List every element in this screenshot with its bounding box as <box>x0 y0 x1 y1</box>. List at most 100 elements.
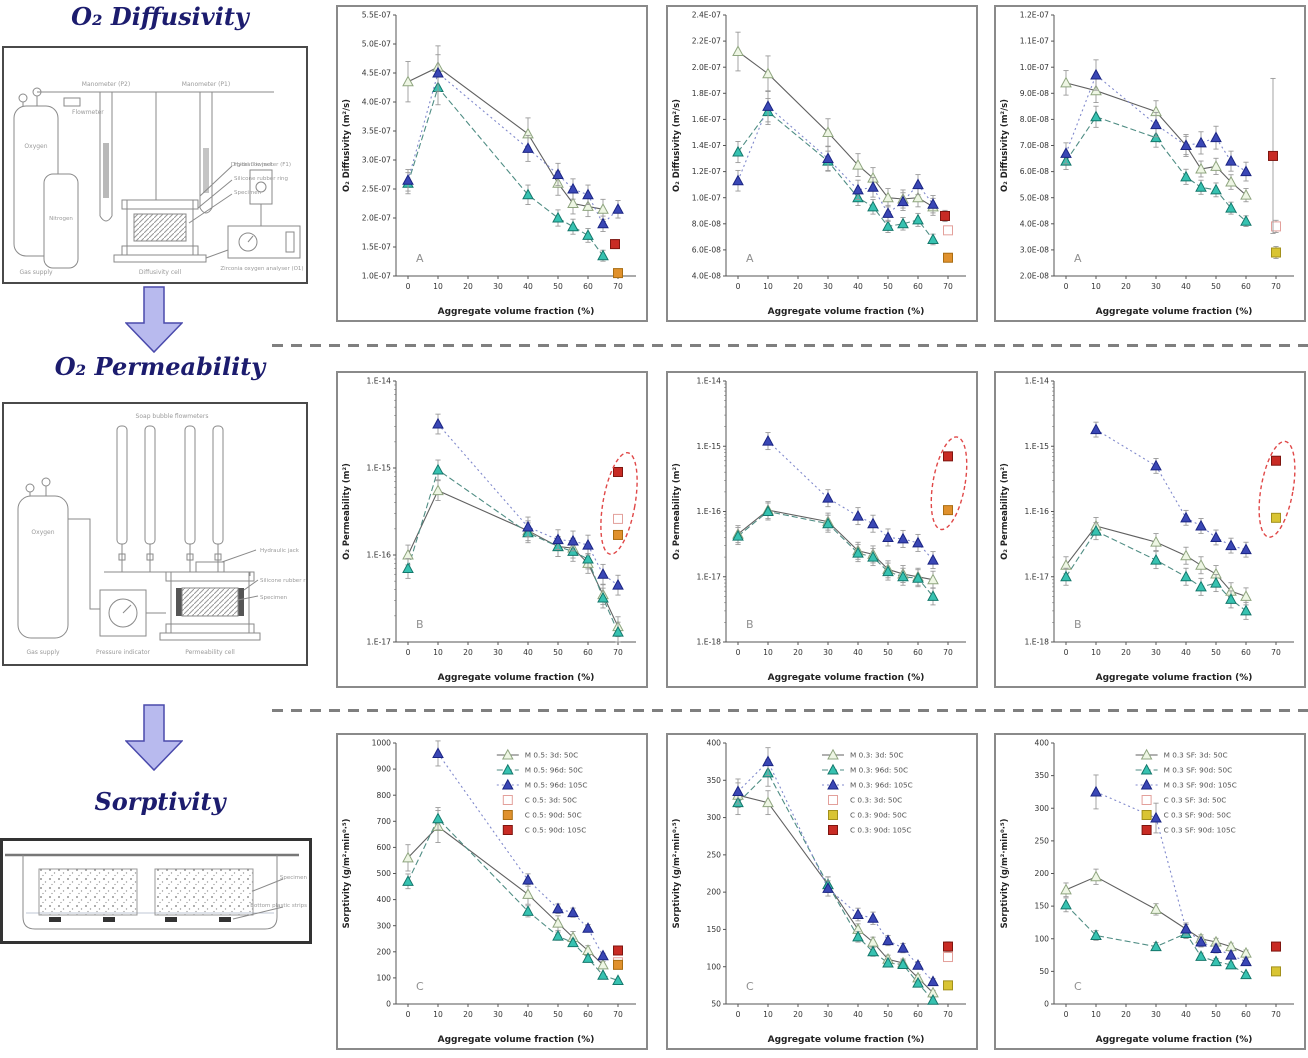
series-line-2 <box>1065 74 1247 173</box>
svg-text:70: 70 <box>1271 1010 1281 1019</box>
svg-text:0: 0 <box>736 1010 741 1019</box>
svg-text:1.2E-07: 1.2E-07 <box>1020 11 1049 20</box>
series-points-5 <box>940 209 950 223</box>
svg-text:50: 50 <box>883 282 893 291</box>
svg-text:20: 20 <box>793 1010 803 1019</box>
svg-text:4.0E-08: 4.0E-08 <box>1020 219 1049 228</box>
specimen-shape <box>181 587 239 617</box>
svg-text:2.0E-08: 2.0E-08 <box>1020 272 1049 281</box>
svg-text:1.E-17: 1.E-17 <box>1025 572 1050 581</box>
svg-text:10: 10 <box>433 648 443 657</box>
chart-panel-diffusivity-3: 2.0E-08 3.0E-08 4.0E-08 5.0E-08 6.0E-08 7.0E-… <box>994 5 1306 322</box>
svg-text:20: 20 <box>793 282 803 291</box>
series-line-0 <box>1065 525 1247 597</box>
svg-text:20: 20 <box>463 282 473 291</box>
svg-text:250: 250 <box>1035 836 1050 845</box>
y-axis-title: Sorptivity (g/m²·min⁰·⁵) <box>671 818 681 928</box>
svg-text:30: 30 <box>1151 648 1161 657</box>
series-points-5 <box>1268 77 1278 234</box>
chart-c3: 0 50 100 150 200 250 300 350 400 0 10 20 30 40 50 60 70 S… <box>999 739 1294 1045</box>
diffusivity-cell-label: Diffusivity cell <box>139 269 182 276</box>
series-line-1 <box>1065 116 1247 222</box>
specimen-shape <box>133 213 187 242</box>
y-axis-title: O₂ Permeability (m²) <box>341 463 351 560</box>
svg-text:70: 70 <box>943 282 953 291</box>
panel-letter: C <box>416 980 424 993</box>
svg-text:50: 50 <box>1039 967 1049 976</box>
svg-text:1.0E-07: 1.0E-07 <box>1020 63 1049 72</box>
series-line-2 <box>737 105 934 215</box>
series-line-1 <box>737 510 934 597</box>
svg-text:1.E-15: 1.E-15 <box>697 442 722 451</box>
chart-panel-sorptivity-3: 0 50 100 150 200 250 300 350 400 0 10 20 30 40 50 60 70 S… <box>994 733 1306 1050</box>
sorptivity-apparatus-box: Specimen Bottom plastic strips <box>0 838 312 944</box>
svg-text:0: 0 <box>736 282 741 291</box>
series-line-0 <box>407 489 619 627</box>
svg-text:10: 10 <box>1091 648 1101 657</box>
svg-text:60: 60 <box>1241 648 1251 657</box>
svg-text:700: 700 <box>377 817 392 826</box>
svg-text:1.E-14: 1.E-14 <box>367 377 392 386</box>
svg-text:30: 30 <box>493 648 503 657</box>
panel-letter: B <box>746 618 754 631</box>
svg-text:C 0.3 SF: 90d: 50C: C 0.3 SF: 90d: 50C <box>1164 811 1231 820</box>
series-points-2 <box>1090 421 1252 558</box>
y-axis-title: Sorptivity (g/m²·min⁰·⁵) <box>341 818 351 928</box>
series-line-1 <box>407 469 619 633</box>
svg-text:1.0E-07: 1.0E-07 <box>692 193 721 202</box>
svg-text:3.0E-08: 3.0E-08 <box>1020 246 1049 255</box>
series-points-2 <box>1060 59 1252 182</box>
svg-text:40: 40 <box>853 1010 863 1019</box>
svg-text:30: 30 <box>823 1010 833 1019</box>
specimen-label: Specimen <box>260 595 288 601</box>
svg-text:400: 400 <box>707 739 722 748</box>
down-arrow-icon <box>124 286 184 354</box>
flowmeter-shape <box>63 97 81 107</box>
gas-supply-label: Gas supply <box>19 269 53 276</box>
svg-text:4.0E-08: 4.0E-08 <box>692 272 721 281</box>
svg-text:C 0.3 SF: 3d: 50C: C 0.3 SF: 3d: 50C <box>1164 796 1227 805</box>
panel-letter: A <box>416 252 424 265</box>
svg-text:1.4E-07: 1.4E-07 <box>692 141 721 150</box>
svg-text:2.0E-07: 2.0E-07 <box>692 63 721 72</box>
legend: M 0.5: 3d: 50C M 0.5: 96d: 50C M 0.5: 96d:… <box>496 748 588 835</box>
diffusivity-apparatus-diagram: Flowmeter Manometer (P2) Manometer (P1) … <box>13 81 304 276</box>
nitrogen-cylinder <box>43 173 79 269</box>
svg-text:2.2E-07: 2.2E-07 <box>692 37 721 46</box>
svg-text:50: 50 <box>711 1000 721 1009</box>
series-points-3 <box>943 505 953 516</box>
x-axis-title: Aggregate volume fraction (%) <box>1096 1035 1253 1045</box>
svg-text:1.5E-07: 1.5E-07 <box>362 243 391 252</box>
svg-text:10: 10 <box>763 648 773 657</box>
svg-text:M 0.5: 96d: 50C: M 0.5: 96d: 50C <box>525 766 583 775</box>
svg-text:40: 40 <box>523 648 533 657</box>
svg-text:60: 60 <box>583 648 593 657</box>
svg-text:800: 800 <box>377 791 392 800</box>
series-points-4 <box>613 959 623 970</box>
svg-text:30: 30 <box>1151 1010 1161 1019</box>
svg-text:10: 10 <box>1091 1010 1101 1019</box>
x-axis-title: Aggregate volume fraction (%) <box>438 673 595 683</box>
series-points-4 <box>943 252 953 263</box>
svg-text:20: 20 <box>793 648 803 657</box>
svg-text:60: 60 <box>1241 1010 1251 1019</box>
svg-text:M 0.5: 3d: 50C: M 0.5: 3d: 50C <box>525 751 578 760</box>
x-axis-title: Aggregate volume fraction (%) <box>1096 307 1253 317</box>
series-points-3 <box>943 225 953 236</box>
svg-text:30: 30 <box>1151 282 1161 291</box>
series-points-3 <box>1271 219 1281 233</box>
series-points-1 <box>402 807 624 986</box>
svg-text:1.E-18: 1.E-18 <box>697 638 722 647</box>
series-points-2 <box>1090 774 1252 967</box>
svg-text:20: 20 <box>1121 1010 1131 1019</box>
svg-text:4.0E-07: 4.0E-07 <box>362 98 391 107</box>
panel-letter: C <box>746 980 754 993</box>
series-points-4 <box>1271 246 1281 260</box>
svg-text:300: 300 <box>1035 804 1050 813</box>
specimen-1-shape <box>38 868 138 916</box>
svg-text:500: 500 <box>377 869 392 878</box>
highlight-ellipse <box>930 436 968 531</box>
chart-c2: 50 100 150 200 250 300 350 400 0 10 20 30 40 50 60 70 So… <box>671 739 966 1045</box>
svg-text:0: 0 <box>1064 1010 1069 1019</box>
